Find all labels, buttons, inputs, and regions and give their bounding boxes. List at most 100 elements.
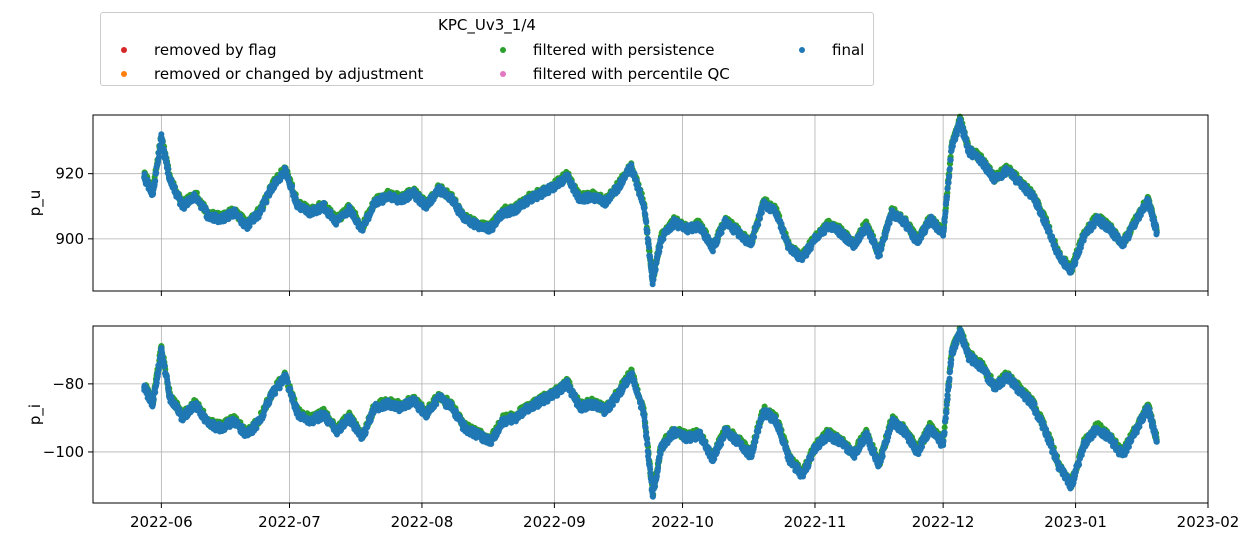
point-p-i-26 [461,425,468,432]
legend: KPC_Uv3_1/4 removed by flag removed or c… [100,12,874,86]
point-p-i-6 [205,421,212,428]
point-p-i-35 [577,404,584,411]
point-p-u-5 [192,193,199,200]
point-p-u-79 [1119,242,1126,249]
point-p-u-8 [230,209,237,216]
point-p-u-52 [786,245,793,252]
ylabel-p-i: p_i [26,404,45,425]
point-p-i-82 [1153,438,1160,445]
point-p-i-2 [158,346,165,353]
xtick-label-2022-10: 2022-10 [651,513,714,531]
ytick-label-p-i--100: −100 [43,443,84,461]
point-p-u-38 [615,183,622,190]
point-p-u-33 [551,183,558,190]
point-p-i-78 [1106,435,1113,442]
point-p-u-66 [957,118,964,125]
point-p-i-25 [448,404,455,411]
point-p-i-64 [940,442,947,449]
point-p-u-17 [346,206,353,213]
point-p-u-31 [525,196,532,203]
point-p-u-53 [799,255,806,262]
point-p-i-46 [709,455,716,462]
point-p-u-78 [1106,226,1113,233]
point-p-i-36 [589,401,596,408]
point-p-u-14 [307,209,314,216]
point-p-u-22 [410,190,417,197]
ytick-label-p-u-900: 900 [55,230,84,248]
point-p-i-10 [256,418,263,425]
point-p-u-65 [948,144,955,151]
xtick-label-2022-09: 2022-09 [523,513,586,531]
point-p-i-31 [525,404,532,411]
point-p-i-39 [628,370,635,377]
point-p-u-4 [179,203,186,210]
point-p-i-80 [1132,428,1139,435]
point-p-u-37 [602,200,609,206]
legend-label-percentile-qc: filtered with percentile QC [533,65,730,83]
point-p-u-9 [243,222,250,229]
point-p-u-73 [1042,219,1049,226]
point-p-u-57 [850,242,857,249]
point-p-u-76 [1081,232,1088,239]
point-p-i-44 [683,435,690,442]
point-p-u-48 [735,229,742,236]
point-p-u-21 [397,196,404,203]
point-p-i-71 [1017,387,1024,394]
plot-p-u: 900 920 p_u [26,113,1209,296]
legend-marker-persistence [500,47,506,53]
point-p-i-27 [474,431,481,438]
legend-marker-removed-by-flag [121,47,127,53]
point-p-i-67 [965,353,972,360]
point-p-i-16 [333,428,340,435]
point-p-u-16 [333,219,340,226]
point-p-u-0 [141,173,148,180]
ylabel-p-u: p_u [26,190,45,217]
point-p-u-40 [641,203,648,210]
point-p-i-50 [760,408,767,415]
point-p-i-52 [786,455,793,462]
point-p-u-23 [423,203,430,210]
point-p-u-3 [166,177,173,184]
xtick-label-2023-01: 2023-01 [1044,513,1107,531]
point-p-i-65 [948,350,955,357]
xtick-label-2022-12: 2022-12 [912,513,975,531]
point-p-i-42 [658,445,665,452]
point-p-u-58 [863,222,870,229]
point-p-u-41 [649,278,656,285]
point-p-i-32 [538,397,545,404]
point-p-i-53 [799,472,806,479]
point-p-i-47 [722,428,729,435]
point-p-i-55 [824,431,831,438]
point-p-i-8 [230,418,237,425]
point-p-u-81 [1145,196,1152,203]
point-p-u-19 [371,200,378,206]
point-p-i-62 [914,448,921,455]
legend-title: KPC_Uv3_1/4 [438,16,536,34]
point-p-u-67 [965,147,972,154]
point-p-u-56 [837,229,844,236]
point-p-u-80 [1132,219,1139,226]
point-p-u-43 [670,219,677,226]
axes-frame-p-u [92,114,1209,292]
point-p-u-71 [1017,180,1024,187]
point-p-u-70 [1004,167,1011,174]
point-p-i-20 [384,401,391,408]
point-p-i-59 [876,462,883,469]
legend-label-removed-or-changed: removed or changed by adjustment [154,65,424,83]
point-p-u-47 [722,219,729,226]
point-p-u-46 [709,245,716,252]
legend-marker-final [799,47,805,53]
point-p-i-37 [602,408,609,415]
point-p-i-48 [735,438,742,445]
series-p-u-final [141,113,1160,288]
point-p-i-33 [551,391,558,398]
point-p-i-79 [1119,452,1126,459]
point-p-u-24 [436,186,443,193]
point-p-u-63 [927,216,934,223]
point-p-u-74 [1055,252,1062,259]
point-p-u-10 [256,209,263,216]
point-p-u-26 [461,216,468,223]
point-p-i-49 [747,452,754,459]
legend-label-removed-by-flag: removed by flag [154,41,277,59]
